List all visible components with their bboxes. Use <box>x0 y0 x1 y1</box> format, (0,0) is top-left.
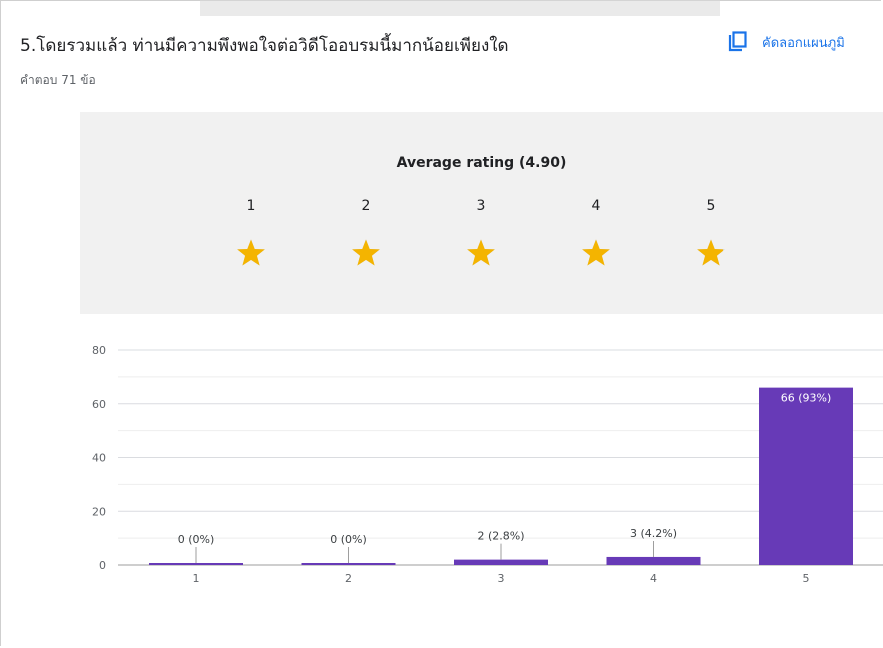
star-number: 2 <box>361 198 371 214</box>
top-strip <box>200 0 720 16</box>
star-icon <box>352 239 380 266</box>
copy-icon <box>728 31 748 53</box>
copy-chart-label: คัดลอกแผนภูมิ <box>762 35 845 51</box>
bar <box>606 556 701 565</box>
average-rating-title: Average rating (4.90) <box>396 155 567 171</box>
star-icon <box>582 239 610 266</box>
data-label: 0 (0%) <box>330 533 367 546</box>
star-icon <box>697 239 725 266</box>
y-tick-label: 60 <box>92 398 106 411</box>
star-number: 4 <box>591 198 601 214</box>
x-tick-label: 3 <box>498 572 505 585</box>
data-label: 66 (93%) <box>781 392 832 405</box>
data-label: 0 (0%) <box>178 533 215 546</box>
star-number: 3 <box>476 198 486 214</box>
y-tick-label: 40 <box>92 452 106 465</box>
star-column-1: 1 <box>231 198 271 266</box>
bar-chart: 0 20 40 60 80 1 0 (0%) 2 0 (0%) 3 2 (2.8%) 4 3 (4.2%… <box>92 344 883 585</box>
x-tick-label: 5 <box>803 572 810 585</box>
star-icon <box>237 239 265 266</box>
bar <box>301 563 396 565</box>
bar <box>454 559 548 565</box>
bar <box>149 563 243 565</box>
bar <box>759 387 853 565</box>
y-tick-label: 80 <box>92 344 106 357</box>
star-column-4: 4 <box>576 198 616 266</box>
star-column-3: 3 <box>461 198 501 266</box>
star-column-2: 2 <box>346 198 386 266</box>
star-column-5: 5 <box>691 198 731 266</box>
response-count: คำตอบ 71 ข้อ <box>20 73 96 87</box>
star-icon <box>467 239 495 266</box>
star-number: 1 <box>246 198 256 214</box>
data-label: 3 (4.2%) <box>630 527 677 540</box>
x-tick-label: 4 <box>650 572 657 585</box>
copy-chart-button[interactable]: คัดลอกแผนภูมิ <box>728 31 845 53</box>
data-label: 2 (2.8%) <box>477 530 524 543</box>
rating-panel: Average rating (4.90) 1 2 3 4 5 <box>80 112 883 314</box>
y-tick-label: 20 <box>92 505 106 518</box>
x-tick-label: 2 <box>345 572 352 585</box>
x-tick-label: 1 <box>193 572 200 585</box>
star-number: 5 <box>706 198 716 214</box>
y-tick-label: 0 <box>99 559 106 572</box>
question-title: 5.โดยรวมแล้ว ท่านมีความพึงพอใจต่อวิดีโออ… <box>20 36 509 56</box>
